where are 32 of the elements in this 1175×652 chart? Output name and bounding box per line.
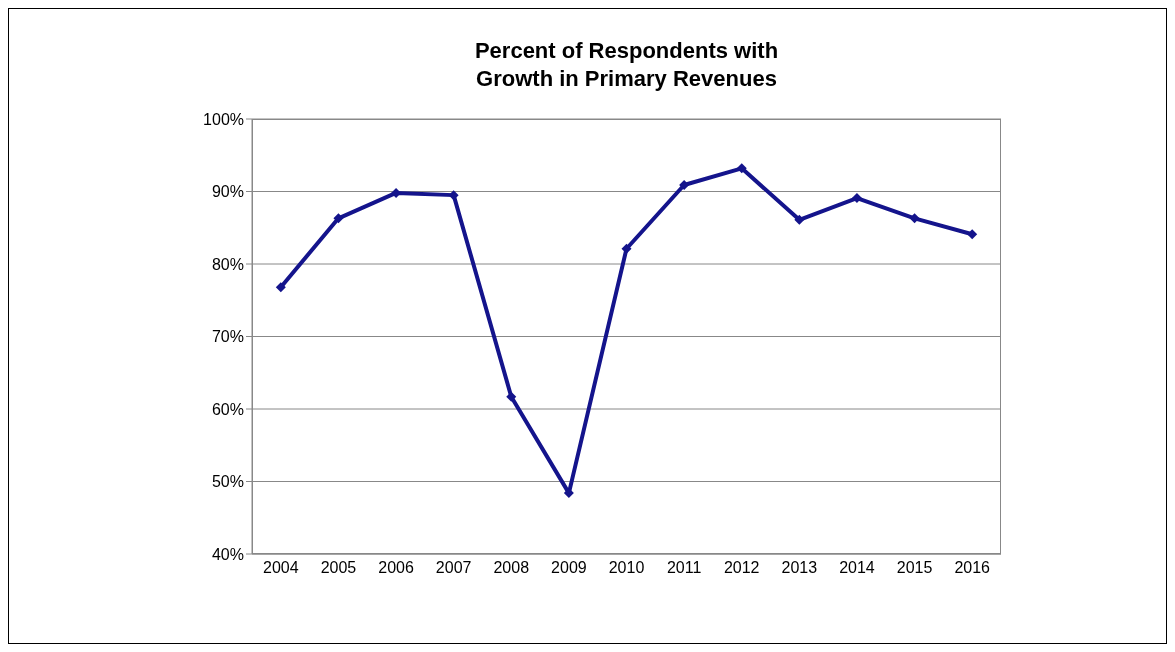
y-tick-label: 100% [203, 110, 244, 128]
point [736, 163, 747, 174]
y-tick-label: 40% [211, 545, 244, 563]
y-tick-label: 80% [211, 255, 244, 273]
point [967, 229, 978, 240]
point [448, 190, 459, 201]
x-tick-label: 2012 [723, 559, 760, 577]
x-tick-label: 2008 [493, 559, 530, 577]
x-tick-label: 2010 [608, 559, 645, 577]
y-tick-label: 60% [211, 400, 244, 418]
y-tick-label: 50% [211, 473, 244, 491]
point [275, 282, 286, 293]
x-tick-label: 2011 [666, 559, 702, 577]
x-tick-label: 2006 [378, 559, 414, 577]
point [506, 391, 517, 402]
x-tick-label: 2007 [435, 559, 472, 577]
x-tick-label: 2016 [954, 559, 991, 577]
point [851, 193, 862, 204]
point [794, 214, 805, 225]
y-tick-label: 90% [211, 183, 244, 201]
x-tick-label: 2004 [263, 559, 299, 577]
x-tick-label: 2014 [839, 559, 875, 577]
chart-title: Percent of Respondents with Growth in Primary Revenues [473, 37, 780, 93]
point [679, 179, 690, 190]
x-tick-label: 2009 [551, 559, 587, 577]
x-tick-label: 2005 [320, 559, 357, 577]
y-tick-label: 70% [211, 328, 244, 346]
point [333, 213, 344, 224]
point [621, 243, 632, 254]
point [909, 213, 920, 224]
x-tick-label: 2013 [781, 559, 818, 577]
x-tick-label: 2015 [896, 559, 933, 577]
